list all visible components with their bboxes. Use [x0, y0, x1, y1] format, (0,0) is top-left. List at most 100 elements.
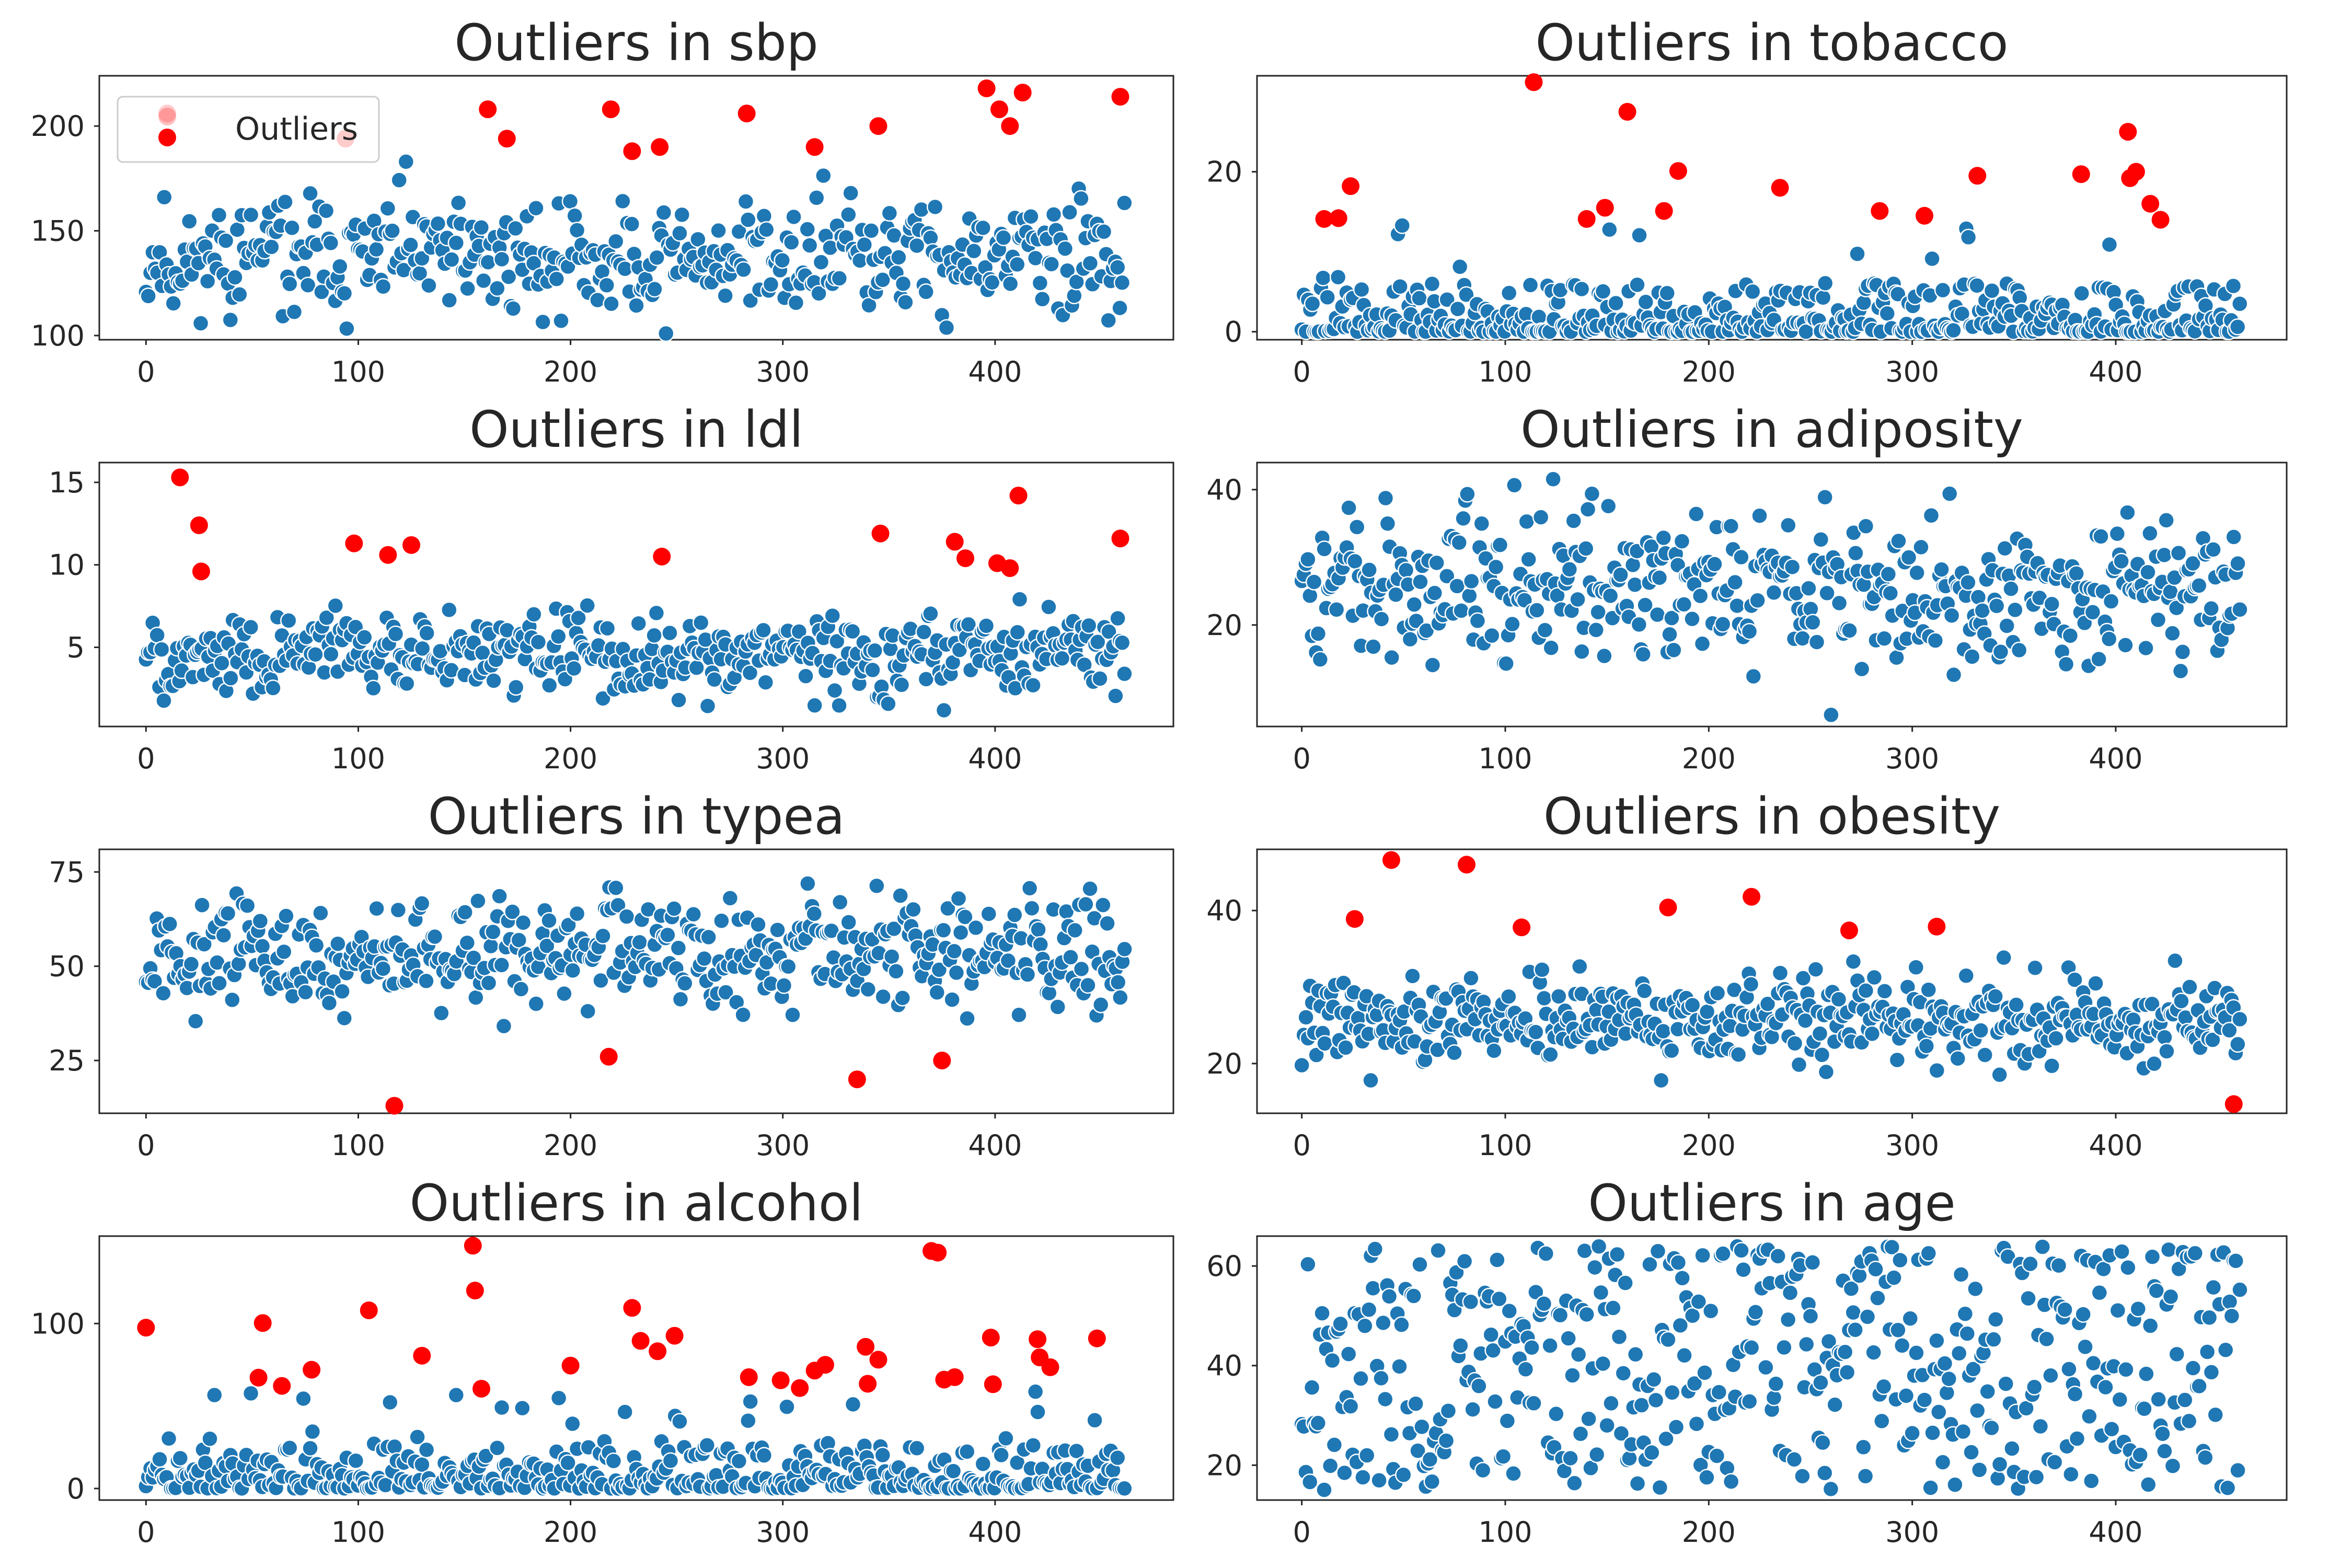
data-point	[365, 679, 382, 697]
data-point	[171, 1449, 189, 1467]
outlier-point	[737, 105, 756, 123]
plot-frame	[98, 848, 1174, 1114]
data-point	[219, 905, 237, 922]
data-point	[1049, 998, 1066, 1016]
data-point	[1525, 1394, 1542, 1412]
data-point	[1804, 1254, 1821, 1271]
data-point	[475, 272, 492, 290]
data-point	[1332, 1315, 1349, 1333]
outlier-point	[1577, 210, 1596, 228]
data-point	[222, 670, 239, 687]
data-point	[598, 619, 616, 637]
data-point	[1469, 612, 1486, 630]
data-point	[815, 167, 832, 185]
data-point	[1009, 624, 1026, 641]
data-point	[1588, 1446, 1606, 1463]
data-point	[662, 1452, 679, 1470]
data-point	[1648, 606, 1666, 624]
data-point	[1301, 1473, 1319, 1491]
data-point	[1011, 591, 1029, 608]
data-point	[956, 908, 974, 926]
data-point	[1783, 558, 1801, 576]
data-point	[160, 1430, 178, 1447]
data-point	[2129, 1300, 2147, 1318]
data-point	[1989, 1470, 2007, 1487]
outlier-point	[1329, 209, 1347, 227]
data-point	[1643, 1444, 1661, 1461]
data-point	[1019, 966, 1036, 983]
data-point	[2050, 1257, 2068, 1274]
data-point	[1854, 1438, 1872, 1456]
data-point	[1749, 592, 1766, 609]
data-point	[242, 1385, 260, 1402]
data-point	[1844, 953, 1862, 970]
data-point	[1073, 190, 1090, 207]
data-point	[740, 211, 757, 228]
data-point	[1601, 587, 1619, 605]
data-point	[1411, 290, 1428, 307]
data-point	[151, 1450, 168, 1468]
data-point	[1081, 880, 1099, 897]
panel-4: Outliers in typea 0 100 200 300 400 25 50 75	[49, 787, 1174, 1162]
data-point	[717, 984, 734, 1001]
data-point	[2164, 1457, 2182, 1474]
data-point	[874, 1446, 892, 1464]
data-point	[1504, 615, 1521, 633]
data-point	[1411, 1256, 1428, 1273]
normal-points	[137, 591, 1133, 719]
data-point	[1429, 1242, 1447, 1259]
x-tick-label: 300	[1885, 742, 1939, 775]
y-tick-label: 100	[31, 319, 85, 352]
data-point	[1985, 1331, 2002, 1348]
data-point	[568, 905, 586, 923]
outlier-point	[816, 1356, 834, 1374]
data-point	[1694, 1247, 1711, 1264]
panel-2: Outliers in ldl 0 100 200 300 400 5 10 15	[49, 400, 1174, 775]
plot-frame	[1256, 848, 2288, 1114]
data-point	[1859, 1308, 1876, 1325]
outlier-point	[498, 130, 516, 148]
data-point	[1849, 245, 1866, 262]
data-point	[2102, 593, 2120, 610]
outlier-points	[385, 1047, 951, 1115]
outlier-point	[1009, 487, 1028, 505]
panel-6: Outliers in alcohol 0 100 200 300 400 0 100	[31, 1174, 1174, 1549]
x-tick-label: 0	[1293, 1129, 1310, 1162]
data-point	[700, 928, 717, 946]
data-point	[892, 887, 909, 904]
data-point	[1564, 1367, 1581, 1384]
outlier-point	[1315, 210, 1333, 228]
chart-title: Outliers in age	[1588, 1174, 1955, 1232]
data-point	[1494, 1448, 1512, 1465]
data-point	[1587, 621, 1605, 639]
data-point	[799, 875, 816, 892]
data-point	[1853, 660, 1871, 678]
data-point	[1928, 1332, 1945, 1350]
data-point	[1836, 1343, 1854, 1361]
outlier-point	[848, 1070, 866, 1089]
data-point	[570, 609, 587, 627]
normal-points	[1293, 470, 2249, 723]
data-point	[2043, 1057, 2060, 1075]
data-point	[2190, 1377, 2208, 1395]
data-point	[1847, 1321, 1864, 1339]
data-point	[737, 193, 755, 210]
data-point	[1029, 1403, 1046, 1421]
data-point	[2010, 641, 2028, 659]
data-point	[529, 633, 547, 651]
data-point	[1382, 1426, 1400, 1443]
data-point	[1940, 1370, 1957, 1388]
data-point	[922, 229, 939, 247]
y-tick-label: 0	[1225, 316, 1242, 349]
data-point	[1651, 1479, 1669, 1496]
data-point	[607, 879, 625, 896]
data-point	[1027, 1383, 1044, 1400]
data-point	[1079, 976, 1097, 994]
data-point	[661, 624, 678, 642]
data-point	[762, 275, 780, 293]
data-point	[1922, 1479, 1939, 1496]
data-point	[1316, 540, 1333, 558]
data-point	[1888, 1051, 1906, 1069]
x-tick-label: 400	[2089, 355, 2142, 388]
data-point	[1548, 1405, 1565, 1423]
